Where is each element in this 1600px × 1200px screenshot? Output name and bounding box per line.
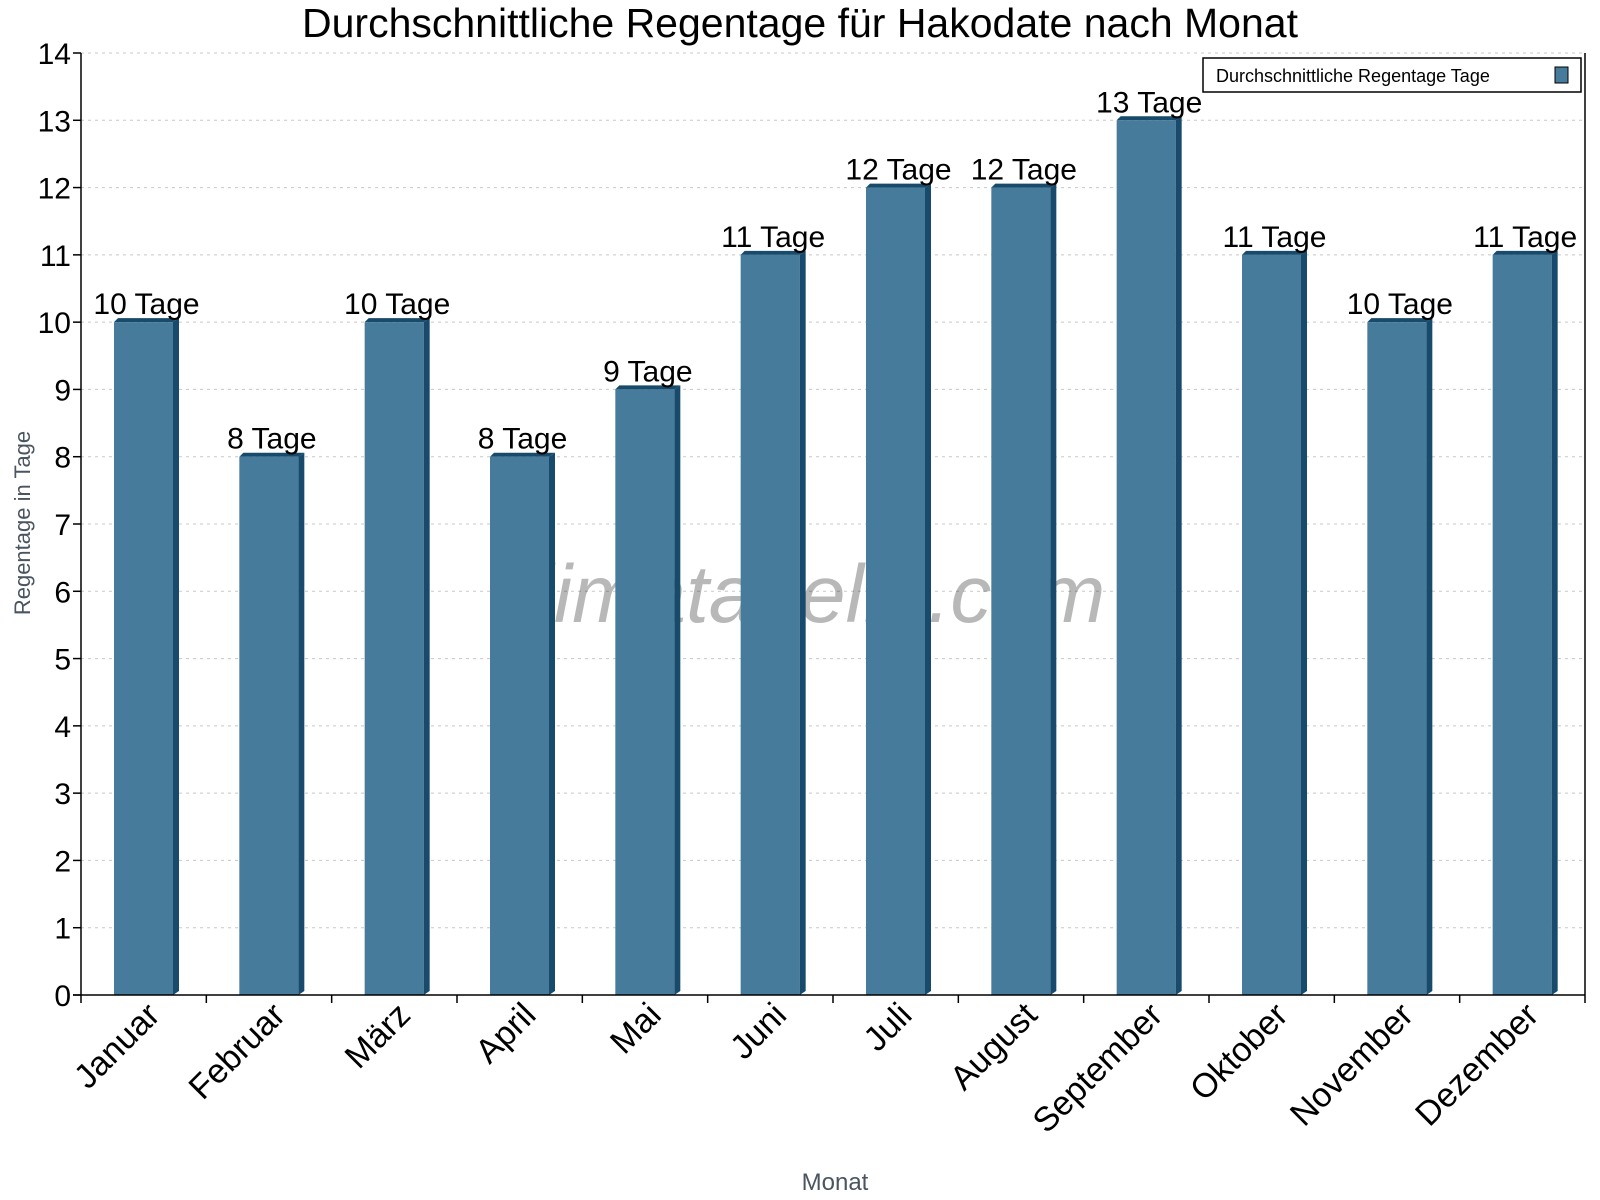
x-tick-label: März bbox=[338, 996, 418, 1076]
x-tick-label: Dezember bbox=[1408, 996, 1546, 1134]
y-tick-label: 14 bbox=[38, 38, 71, 71]
bar bbox=[490, 456, 549, 995]
bar-side bbox=[674, 385, 681, 995]
bar bbox=[740, 254, 800, 995]
y-tick-label: 9 bbox=[54, 374, 71, 407]
bar-side bbox=[423, 318, 430, 996]
chart-title: Durchschnittliche Regentage für Hakodate… bbox=[302, 0, 1299, 46]
x-tick-label: September bbox=[1026, 996, 1170, 1140]
data-labels: 10 Tage 8 Tage 10 Tage 8 Tage 9 Tage 11 Tage 1… bbox=[93, 86, 1577, 455]
x-tick-label: Juni bbox=[723, 996, 794, 1067]
y-tick-label: 5 bbox=[54, 644, 71, 677]
data-label: 10 Tage bbox=[1347, 288, 1453, 321]
x-tick-label: Januar bbox=[67, 996, 167, 1096]
axes bbox=[73, 52, 1586, 1003]
bar bbox=[991, 187, 1051, 996]
bar-top bbox=[364, 318, 430, 323]
bar-top bbox=[1367, 318, 1433, 323]
bar-top bbox=[239, 452, 305, 457]
data-label: 11 Tage bbox=[1473, 221, 1577, 254]
x-tick-label: August bbox=[943, 995, 1045, 1097]
bar bbox=[364, 322, 424, 996]
y-tick-label: 1 bbox=[54, 913, 71, 946]
data-label: 8 Tage bbox=[227, 423, 317, 456]
x-tick-label: Mai bbox=[603, 996, 669, 1062]
bar-side bbox=[1050, 183, 1057, 996]
bar bbox=[239, 456, 299, 995]
data-label: 10 Tage bbox=[93, 288, 199, 321]
data-label: 10 Tage bbox=[344, 288, 450, 321]
data-label: 9 Tage bbox=[603, 355, 693, 388]
bar-top bbox=[991, 183, 1057, 188]
y-tick-label: 0 bbox=[54, 980, 71, 1013]
bar bbox=[866, 187, 925, 996]
bar bbox=[615, 389, 675, 995]
y-tick-label: 2 bbox=[54, 845, 71, 878]
bar-side bbox=[173, 318, 179, 996]
bar-top bbox=[740, 250, 806, 255]
data-label: 11 Tage bbox=[1223, 221, 1327, 254]
bar-top bbox=[1242, 250, 1307, 255]
y-tick-label: 7 bbox=[54, 509, 71, 542]
y-tick-label: 4 bbox=[54, 711, 71, 744]
y-tick-label: 13 bbox=[38, 105, 71, 138]
legend: Durchschnittliche Regentage Tage bbox=[1202, 57, 1582, 93]
x-tick-label: Februar bbox=[182, 996, 293, 1107]
bar-side bbox=[1301, 250, 1307, 995]
y-tick-label: 10 bbox=[38, 307, 71, 340]
legend-box bbox=[1202, 57, 1582, 93]
y-tick-label: 12 bbox=[38, 173, 71, 206]
x-axis-label: Monat bbox=[802, 1169, 869, 1196]
data-label: 12 Tage bbox=[845, 154, 951, 187]
bar bbox=[1367, 322, 1427, 996]
bar-side bbox=[298, 452, 305, 995]
bar bbox=[114, 322, 173, 996]
y-tick-label: 11 bbox=[40, 240, 71, 273]
data-label: 12 Tage bbox=[971, 154, 1077, 187]
bar-top bbox=[1492, 250, 1558, 255]
bar-side bbox=[1426, 318, 1433, 996]
bar-side bbox=[1551, 250, 1558, 995]
data-label: 11 Tage bbox=[721, 221, 825, 254]
x-tick-label: Juli bbox=[856, 996, 919, 1059]
bar-side bbox=[799, 250, 806, 995]
data-label: 8 Tage bbox=[478, 423, 568, 456]
grid-lines bbox=[81, 52, 1585, 929]
y-axis-label: Regentage in Tage bbox=[10, 431, 35, 615]
y-tick-label: 3 bbox=[54, 778, 71, 811]
legend-swatch bbox=[1554, 66, 1569, 84]
bar-top bbox=[1116, 116, 1182, 121]
x-tick-label: Oktober bbox=[1183, 996, 1295, 1108]
x-tick-label: November bbox=[1283, 996, 1421, 1134]
bar-side bbox=[1175, 116, 1182, 996]
y-tick-label: 8 bbox=[54, 442, 71, 475]
bar bbox=[1116, 120, 1176, 996]
bars bbox=[114, 116, 1558, 996]
data-label: 13 Tage bbox=[1096, 86, 1202, 119]
bar bbox=[1492, 254, 1552, 995]
bar-top bbox=[615, 385, 681, 390]
y-tick-label: 6 bbox=[54, 576, 71, 609]
x-tick-label: April bbox=[468, 996, 543, 1071]
bar-side bbox=[925, 183, 931, 996]
bar-top bbox=[114, 318, 179, 323]
bar-top bbox=[866, 183, 931, 188]
x-tick-labels: Januar Februar März April Mai Juni Juli AugustS… bbox=[67, 995, 1546, 1140]
bar-top bbox=[490, 452, 555, 457]
bar-side bbox=[549, 452, 555, 995]
legend-label: Durchschnittliche Regentage Tage bbox=[1216, 66, 1490, 86]
bar bbox=[1242, 254, 1301, 995]
